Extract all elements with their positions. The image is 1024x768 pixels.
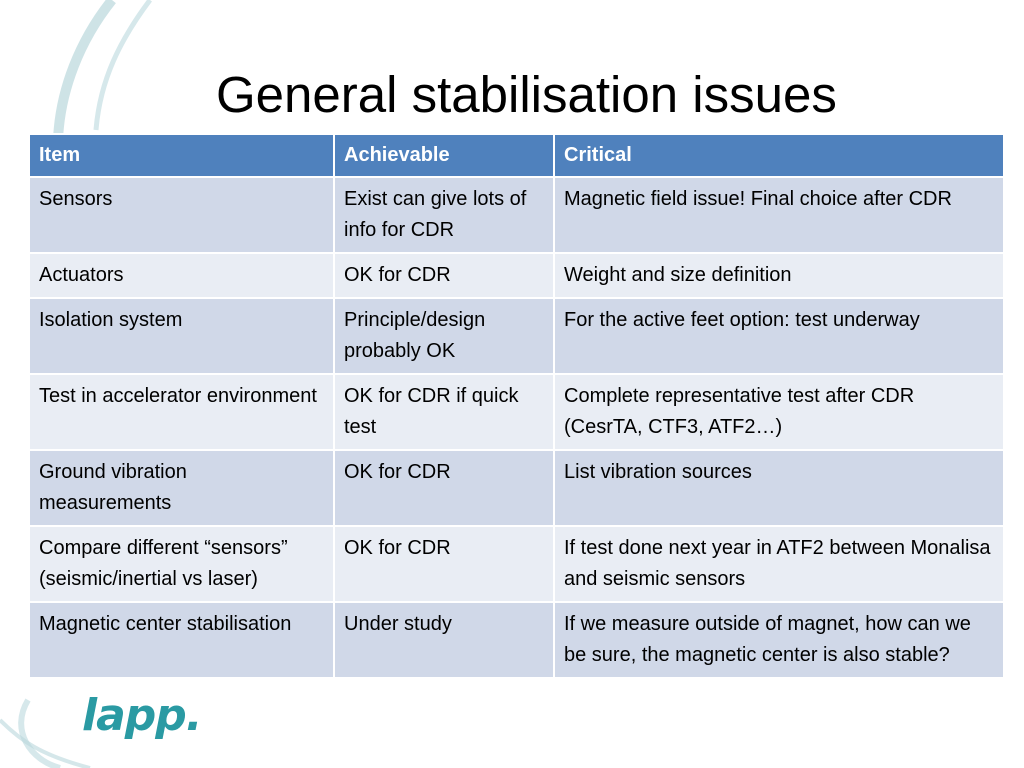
cell-achievable: OK for CDR (333, 252, 555, 299)
table-row: Isolation system Principle/design probab… (28, 297, 1005, 375)
cell-critical: Magnetic field issue! Final choice after… (553, 176, 1005, 254)
cell-achievable: Exist can give lots of info for CDR (333, 176, 555, 254)
cell-achievable: Principle/design probably OK (333, 297, 555, 375)
swoosh-outer (53, 0, 116, 141)
table-row: Test in accelerator environment OK for C… (28, 373, 1005, 451)
table-row: Ground vibration measurements OK for CDR… (28, 449, 1005, 527)
table-row: Sensors Exist can give lots of info for … (28, 176, 1005, 254)
cell-achievable: OK for CDR (333, 525, 555, 603)
slide-title: General stabilisation issues (216, 66, 837, 123)
cell-item: Actuators (28, 252, 335, 299)
cell-item: Isolation system (28, 297, 335, 375)
swoosh-bottom-2 (0, 718, 91, 768)
cell-achievable: OK for CDR (333, 449, 555, 527)
header-critical: Critical (553, 133, 1005, 178)
table-row: Compare different “sensors” (seismic/ine… (28, 525, 1005, 603)
cell-critical: Complete representative test after CDR (… (553, 373, 1005, 451)
table-row: Magnetic center stabilisation Under stud… (28, 601, 1005, 679)
cell-item: Magnetic center stabilisation (28, 601, 335, 679)
cell-critical: For the active feet option: test underwa… (553, 297, 1005, 375)
cell-item: Sensors (28, 176, 335, 254)
table-header-row: Item Achievable Critical (28, 133, 1005, 178)
cell-achievable: Under study (333, 601, 555, 679)
cell-item: Compare different “sensors” (seismic/ine… (28, 525, 335, 603)
cell-item: Ground vibration measurements (28, 449, 335, 527)
lapp-logo-text: lapp. (82, 690, 202, 741)
lapp-logo: lapp. (82, 690, 202, 741)
cell-item: Test in accelerator environment (28, 373, 335, 451)
cell-critical: If we measure outside of magnet, how can… (553, 601, 1005, 679)
cell-critical: If test done next year in ATF2 between M… (553, 525, 1005, 603)
header-item: Item (28, 133, 335, 178)
cell-critical: Weight and size definition (553, 252, 1005, 299)
cell-critical: List vibration sources (553, 449, 1005, 527)
cell-achievable: OK for CDR if quick test (333, 373, 555, 451)
swoosh-inner (93, 0, 153, 131)
header-achievable: Achievable (333, 133, 555, 178)
table-row: Actuators OK for CDR Weight and size def… (28, 252, 1005, 299)
issues-table: Item Achievable Critical Sensors Exist c… (28, 133, 1005, 679)
